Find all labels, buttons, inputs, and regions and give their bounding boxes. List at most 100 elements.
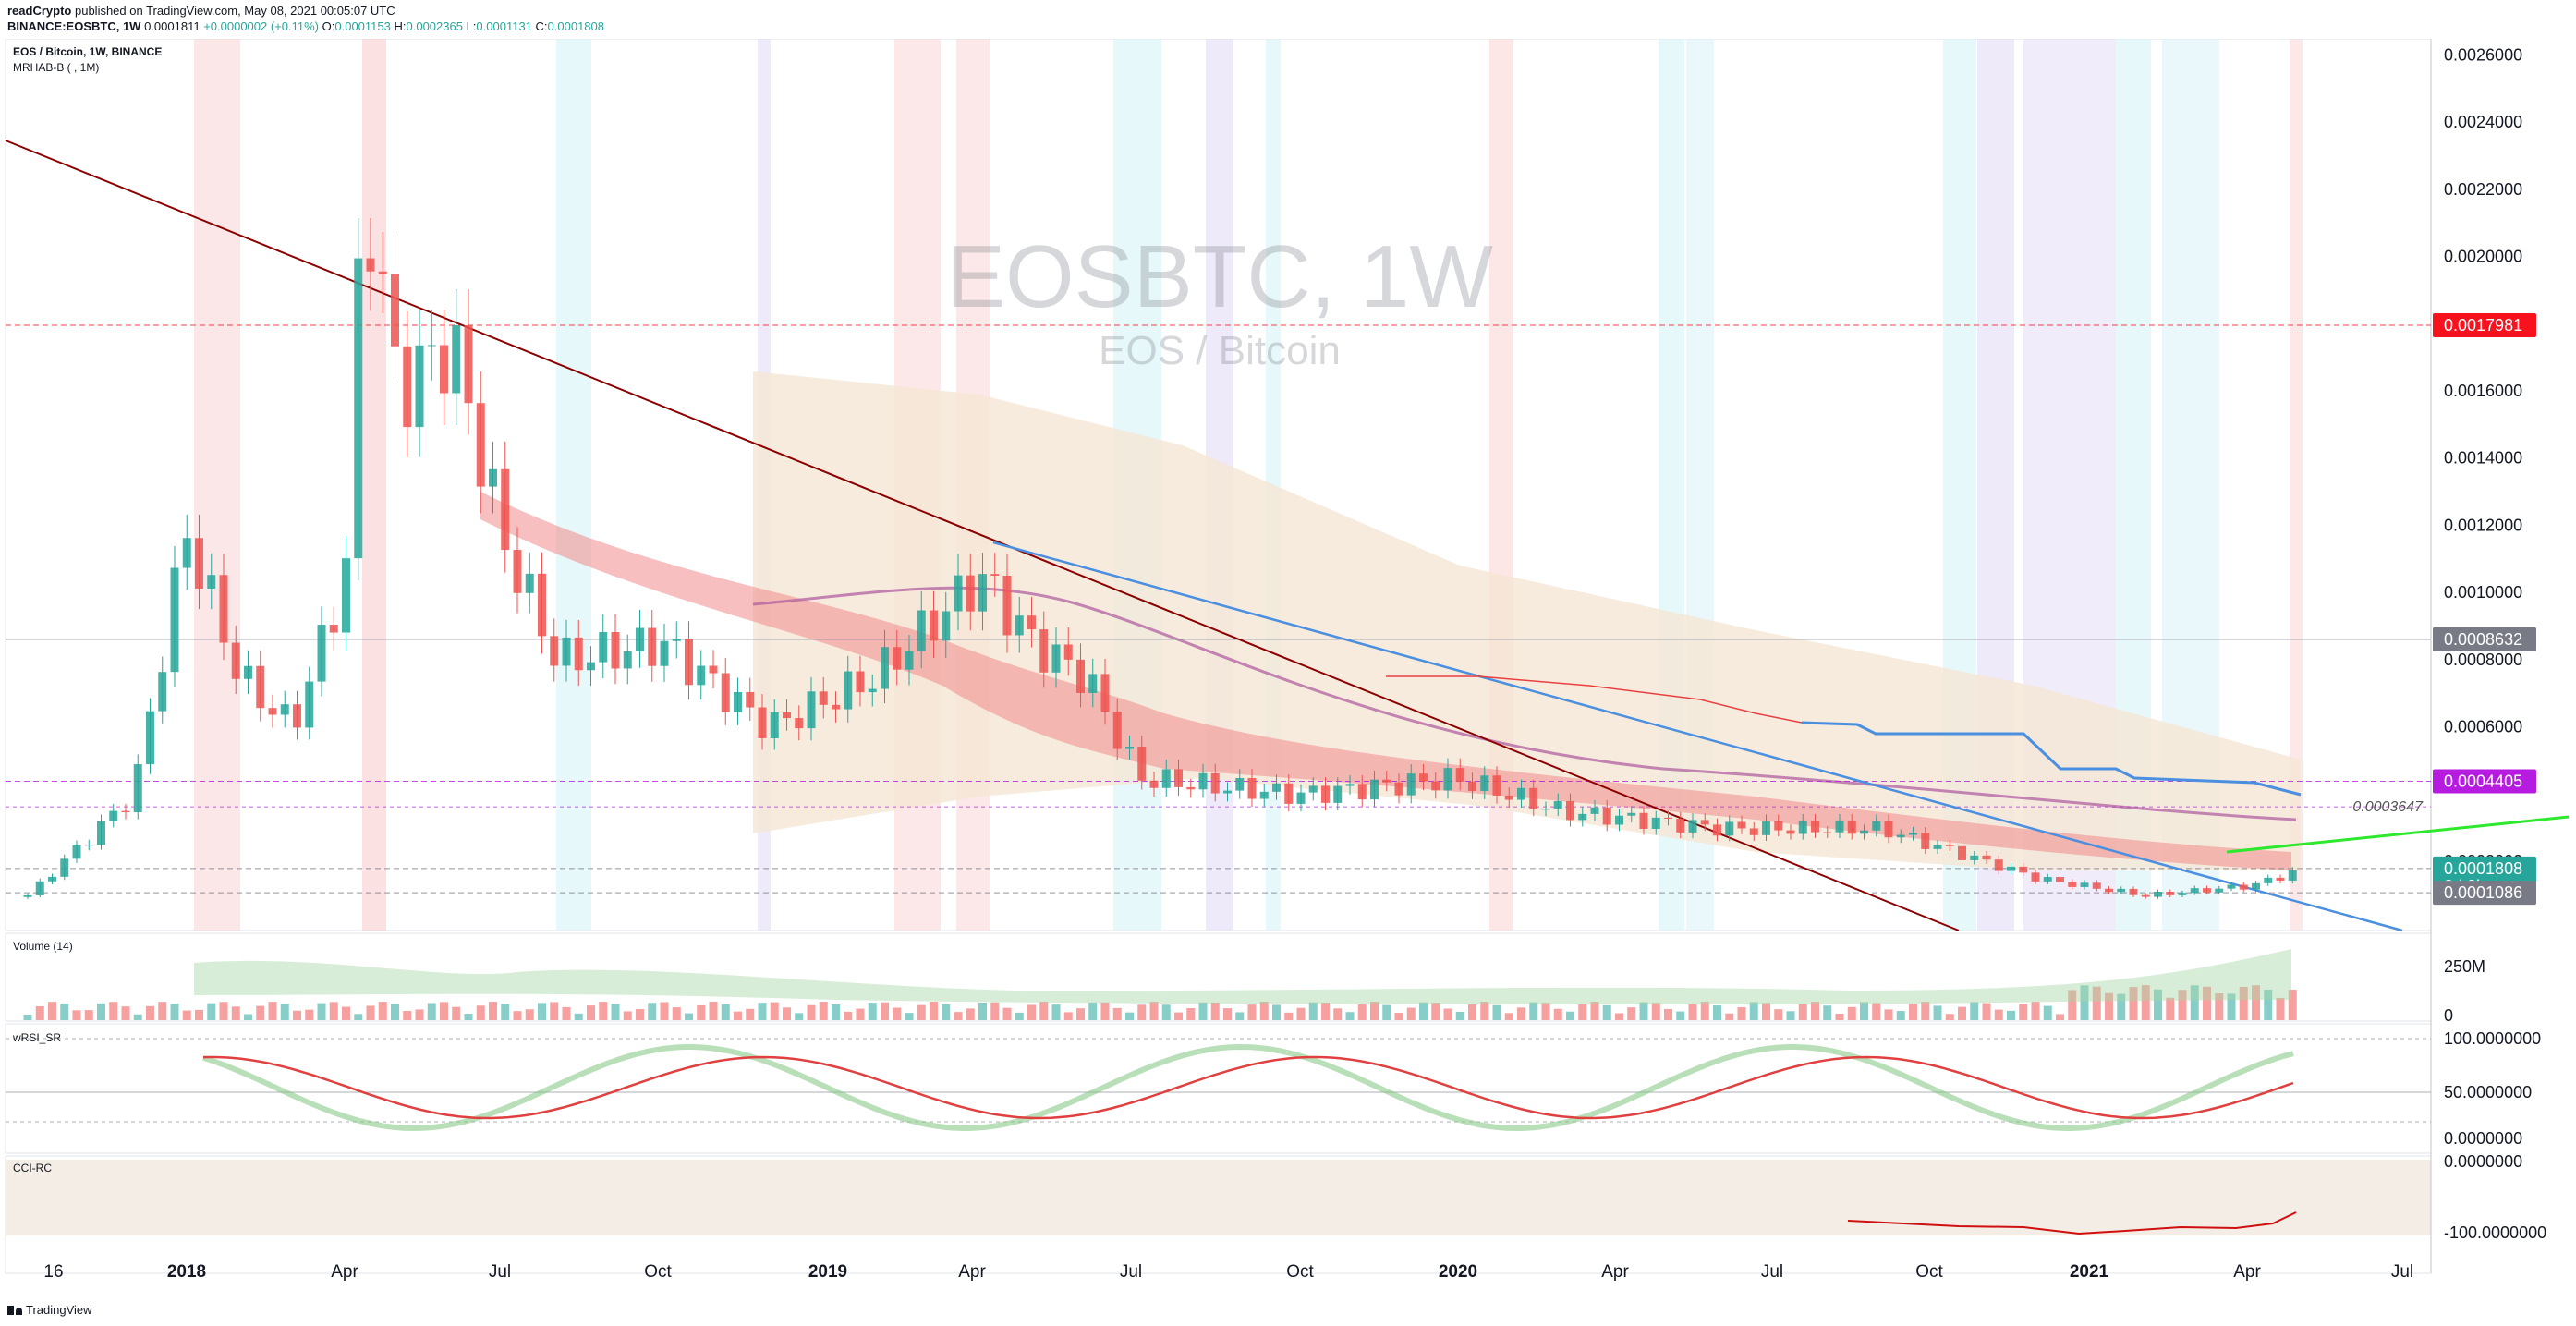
candle-body bbox=[133, 764, 142, 813]
volume-bar bbox=[672, 1007, 681, 1020]
candle-body bbox=[1566, 800, 1574, 821]
ohlc-low: 0.0001131 bbox=[476, 19, 532, 33]
candle-body bbox=[1100, 674, 1110, 712]
volume-bar bbox=[1088, 1002, 1098, 1020]
candle-body bbox=[746, 691, 755, 708]
candle-body bbox=[2239, 884, 2248, 890]
candle-body bbox=[2215, 888, 2224, 893]
footer-brand[interactable]: TradingView bbox=[26, 1303, 92, 1317]
volume-bar bbox=[1737, 1006, 1746, 1020]
trend-lines bbox=[5, 140, 2570, 932]
volume-bar bbox=[244, 1014, 252, 1020]
chart-canvas[interactable]: EOSBTC, 1W EOS / Bitcoin EOS / Bitcoin, … bbox=[0, 39, 2576, 1300]
volume-bar bbox=[1541, 1003, 1550, 1020]
volume-bar bbox=[1811, 1002, 1819, 1020]
candle-body bbox=[1896, 834, 1905, 838]
volume-bar bbox=[2264, 989, 2273, 1020]
volume-bar bbox=[427, 1003, 436, 1020]
volume-bar bbox=[819, 1002, 828, 1020]
indicator-legend[interactable]: MRHAB-B ( , 1M) bbox=[13, 61, 99, 74]
ohlc-low-label: L: bbox=[466, 19, 477, 33]
candle-body bbox=[1357, 784, 1367, 800]
candle-body bbox=[1419, 773, 1428, 782]
volume-bar bbox=[1039, 1002, 1049, 1020]
candle-body bbox=[942, 611, 951, 641]
price-tick: 0.0022000 bbox=[2444, 180, 2522, 199]
volume-bar bbox=[1590, 1002, 1599, 1020]
chart-legend-title[interactable]: EOS / Bitcoin, 1W, BINANCE bbox=[13, 45, 162, 58]
volume-bar bbox=[146, 1005, 154, 1020]
volume-bar bbox=[256, 1005, 265, 1020]
price-label-box bbox=[2433, 769, 2536, 794]
candle-body bbox=[1921, 833, 1930, 849]
support-trendline bbox=[2226, 815, 2570, 854]
price-axis[interactable]: 0.0026000 0.0024000 0.0022000 0.0020000 0.00… bbox=[2444, 46, 2522, 870]
volume-bar bbox=[1015, 1012, 1024, 1020]
candle-body bbox=[219, 575, 228, 643]
candle-body bbox=[1125, 747, 1134, 749]
wrsi-legend[interactable]: wRSI_SR bbox=[12, 1031, 61, 1044]
candle-body bbox=[1247, 777, 1257, 799]
time-tick: Apr bbox=[2233, 1262, 2261, 1282]
volume-bar bbox=[2105, 992, 2113, 1020]
candle-body bbox=[2264, 877, 2273, 883]
volume-bar bbox=[2276, 997, 2285, 1020]
volume-bar bbox=[1443, 1008, 1452, 1020]
volume-bar bbox=[2215, 993, 2224, 1020]
candle-body bbox=[1517, 787, 1525, 800]
candle-body bbox=[599, 631, 608, 663]
candle-body bbox=[2031, 872, 2040, 882]
volume-bar bbox=[1063, 1012, 1073, 1020]
volume-bar bbox=[1835, 1013, 1844, 1020]
volume-bar bbox=[1921, 1002, 1930, 1020]
volume-bar bbox=[2227, 993, 2236, 1020]
candles bbox=[23, 217, 2297, 899]
time-tick: 2018 bbox=[167, 1262, 206, 1282]
candle-body bbox=[2068, 882, 2077, 887]
time-tick: Jul bbox=[2391, 1262, 2413, 1282]
volume-bar bbox=[1357, 1004, 1367, 1020]
volume-bar bbox=[1970, 1002, 1979, 1020]
candle-body bbox=[734, 691, 742, 712]
ohlc-close-label: C: bbox=[535, 19, 548, 33]
volume-bar bbox=[1615, 1013, 1623, 1020]
candle-body bbox=[1002, 575, 1012, 636]
volume-bar bbox=[109, 1002, 118, 1020]
volume-bar bbox=[2117, 993, 2126, 1020]
volume-tick: 250M bbox=[2444, 957, 2485, 976]
volume-bar bbox=[1553, 1008, 1562, 1020]
volume-bar bbox=[1676, 1011, 1685, 1020]
volume-legend[interactable]: Volume (14) bbox=[13, 940, 73, 953]
price-tick: 0.0012000 bbox=[2444, 516, 2522, 534]
volume-bar bbox=[2239, 986, 2248, 1020]
candle-body bbox=[1578, 813, 1587, 821]
candle-body bbox=[23, 894, 32, 897]
volume-bars bbox=[23, 949, 2297, 1020]
cci-legend[interactable]: CCI-RC bbox=[13, 1162, 52, 1174]
cci-zone bbox=[6, 1160, 2431, 1235]
volume-bar bbox=[501, 1004, 510, 1020]
volume-bar bbox=[587, 1005, 595, 1020]
candle-body bbox=[1015, 615, 1024, 636]
candle-body bbox=[1958, 845, 1966, 860]
volume-bar bbox=[978, 1002, 987, 1020]
candle-body bbox=[1860, 830, 1868, 834]
ohlc-high: 0.0002365 bbox=[406, 19, 463, 33]
time-tick: 16 bbox=[43, 1262, 63, 1282]
candle-body bbox=[1688, 820, 1697, 833]
price-tick: 0.0014000 bbox=[2444, 449, 2522, 468]
publisher-name[interactable]: readCrypto bbox=[7, 4, 72, 18]
candle-body bbox=[2227, 884, 2236, 889]
volume-bar bbox=[415, 1009, 424, 1020]
candle-body bbox=[207, 575, 216, 589]
price-tick: 0.0020000 bbox=[2444, 248, 2522, 266]
candle-body bbox=[1198, 772, 1208, 790]
candle-body bbox=[501, 468, 510, 551]
time-tick: Apr bbox=[1601, 1262, 1629, 1282]
wrsi-pane[interactable] bbox=[5, 1023, 2432, 1154]
volume-bar bbox=[207, 1003, 216, 1020]
candle-body bbox=[109, 810, 118, 821]
time-tick: Oct bbox=[644, 1262, 672, 1282]
time-axis[interactable]: 16 2018 Apr Jul Oct 2019 Apr Jul Oct 2020 Apr Jul Oc… bbox=[43, 1262, 2413, 1282]
volume-bar bbox=[1860, 1002, 1868, 1020]
